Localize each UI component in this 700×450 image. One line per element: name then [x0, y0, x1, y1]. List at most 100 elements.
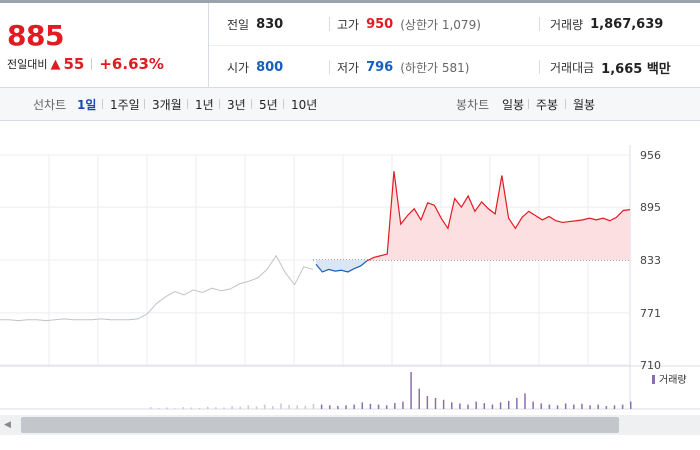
low-value: 796 [366, 59, 394, 75]
open-price: 시가 800 [227, 59, 283, 76]
volume-bar [605, 406, 608, 409]
divider [565, 99, 566, 109]
volume-bar [263, 404, 266, 409]
volume-bar [296, 405, 298, 409]
divider [102, 99, 103, 109]
volume-label: 거래량 [550, 17, 584, 32]
chart-grid [0, 145, 700, 410]
high-price: 고가 950 (상한가 1,079) [337, 16, 481, 33]
period-10year[interactable]: 10년 [291, 98, 318, 112]
volume-bar [426, 396, 429, 409]
volume-bar [231, 406, 233, 409]
volume-bar [532, 401, 534, 409]
period-5year[interactable]: 5년 [259, 98, 278, 112]
y-tick-label: 710 [640, 359, 661, 372]
divider [329, 17, 330, 31]
volume-bar [581, 403, 583, 409]
volume-bar [255, 406, 258, 409]
volume-bar [337, 406, 339, 409]
change-percent: +6.63% [99, 55, 164, 73]
quote-row-1: 전일 830 고가 950 (상한가 1,079) 거래량 1,867,639 [209, 3, 700, 46]
volume-bar [524, 393, 526, 409]
divider [91, 58, 93, 70]
volume-bar [369, 403, 372, 409]
volume-value: 1,867,639 [590, 16, 664, 32]
low-label: 저가 [337, 60, 360, 75]
above-ref-line [366, 171, 631, 262]
volume-bar [345, 405, 347, 409]
period-1week[interactable]: 1주일 [110, 98, 140, 112]
volume-bar [467, 404, 469, 409]
current-price: 885 [7, 19, 64, 52]
divider [539, 60, 540, 74]
high-label: 고가 [337, 17, 360, 32]
divider [251, 99, 252, 109]
volume: 거래량 1,867,639 [550, 16, 663, 33]
volume-bar [385, 405, 388, 409]
volume-bar [564, 403, 567, 409]
volume-bar [589, 405, 591, 409]
above-ref-fill [367, 171, 630, 261]
volume-bar [475, 401, 477, 409]
volume-bar [459, 403, 461, 409]
period-3month[interactable]: 3개월 [152, 98, 182, 112]
volume-bar [288, 404, 290, 409]
history-line [0, 254, 314, 322]
scroll-left-icon[interactable]: ◀ [4, 420, 11, 430]
volume-bar [630, 401, 632, 409]
volume-bar [402, 401, 404, 409]
volume-bar [223, 407, 225, 409]
amount-value: 1,665 백만 [601, 61, 671, 77]
volume-bar [272, 406, 274, 409]
below-ref-line [315, 260, 368, 273]
period-1day[interactable]: 1일 [77, 98, 97, 112]
price-summary: 885 전일대비 ▲ 55 +6.63% [0, 3, 209, 88]
y-tick-label: 771 [640, 307, 661, 320]
price-chart[interactable]: 956 895 833 771 710 거래량 [0, 120, 700, 410]
divider [329, 60, 330, 74]
volume-bar [491, 404, 494, 409]
volume-bar [280, 403, 282, 409]
scrollbar-thumb[interactable] [21, 417, 619, 433]
volume-bar [418, 388, 420, 409]
candle-daily[interactable]: 일봉 [502, 98, 525, 112]
volume-bar [198, 407, 201, 409]
volume-bar [483, 403, 486, 409]
volume-bar [573, 404, 575, 409]
period-3year[interactable]: 3년 [227, 98, 246, 112]
divider [144, 99, 145, 109]
y-axis-ticks: 956 895 833 771 710 [640, 149, 661, 372]
volume-bar [239, 406, 241, 409]
volume-bar [166, 407, 168, 409]
volume-bar [247, 405, 250, 409]
volume-bar [215, 407, 217, 409]
chart-toolbar: 선차트 1일 1주일 3개월 1년 3년 5년 10년 봉차트 일봉 주봉 월봉 [0, 88, 700, 121]
prev-close-value: 830 [256, 16, 284, 32]
volume-bar [150, 407, 152, 409]
volume-bar [621, 404, 624, 409]
volume-bar [394, 403, 396, 409]
volume-bar [328, 405, 331, 409]
volume-bar [410, 372, 412, 409]
volume-bar [182, 407, 185, 409]
volume-bar [361, 402, 364, 409]
low-price: 저가 796 (하한가 581) [337, 59, 469, 76]
volume-bar [548, 404, 551, 409]
y-tick-label: 833 [640, 254, 661, 267]
volume-bar [556, 405, 559, 409]
volume-bars [150, 372, 632, 409]
price-change: 전일대비 ▲ 55 +6.63% [7, 55, 164, 73]
candle-weekly[interactable]: 주봉 [536, 98, 559, 112]
volume-legend-swatch [652, 375, 655, 384]
candle-monthly[interactable]: 월봉 [573, 98, 596, 112]
lower-limit: (하한가 581) [400, 60, 470, 75]
divider [187, 99, 188, 109]
quote-header: 885 전일대비 ▲ 55 +6.63% 전일 830 고가 950 (상한가 … [0, 0, 700, 88]
change-value: 55 [63, 55, 85, 73]
y-tick-label: 895 [640, 201, 661, 214]
volume-bar [507, 400, 510, 409]
volume-bar [190, 407, 193, 409]
chart-scrollbar[interactable]: ◀ [0, 412, 700, 438]
period-1year[interactable]: 1년 [195, 98, 214, 112]
volume-bar [174, 408, 176, 409]
